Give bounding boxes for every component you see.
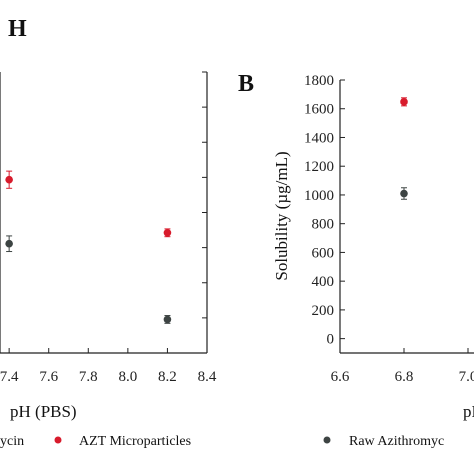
y-tick-label: 800 [312,217,335,233]
legend-item-raw-left: ycin [0,434,24,449]
y-tick-label: 400 [312,274,335,290]
y-tick-label: 1400 [304,130,334,146]
legend-item-raw-right: Raw Azithromyc [349,434,444,449]
y-tick-label: 1800 [304,73,334,89]
data-point [5,175,13,184]
right-marks [400,97,408,200]
right-ticks: 6.66.87.07.20200400600800100012001400160… [304,73,474,385]
x-tick-label: 8.2 [158,369,177,385]
legend: ycin AZT Microparticles Raw Azithromyc [0,434,444,449]
data-point [400,98,408,106]
y-tick-label: 200 [312,303,335,319]
left-x-axis-label: pH (PBS) [10,402,77,421]
legend-item-microparticles: AZT Microparticles [79,434,191,449]
y-tick-label: 1000 [304,188,334,204]
right-x-axis-label: pH [463,402,474,421]
y-tick-label: 600 [312,245,335,261]
right-plot: 6.66.87.07.20200400600800100012001400160… [272,73,474,421]
panel-label-b: B [238,71,254,97]
x-tick-label: 7.8 [79,369,98,385]
data-point [5,239,13,248]
left-ticks: 7.4 7.6 7.8 8.0 8.2 8.4 [0,71,217,385]
x-tick-label: 6.6 [331,369,350,385]
legend-marker-microparticles [54,436,62,444]
x-tick-label: 7.6 [39,369,58,385]
y-tick-label: 1600 [304,102,334,118]
y-tick-label: 1200 [304,159,334,175]
y-tick-label: 0 [327,332,335,348]
x-tick-label: 6.8 [395,369,414,385]
data-point [163,315,172,324]
data-point [163,228,172,237]
left-marks [5,170,172,324]
x-tick-label: 7.4 [0,369,19,385]
x-tick-label: 8.0 [118,369,137,385]
panel-label-h: H [8,16,27,42]
right-y-axis-label: Solubility (µg/mL) [272,151,291,280]
data-point [400,189,408,198]
legend-marker-raw [323,436,331,444]
left-plot: 7.4 7.6 7.8 8.0 8.2 8.4 pH (PBS) [0,71,217,421]
x-tick-label: 8.4 [198,369,217,385]
x-tick-label: 7.0 [459,369,474,385]
